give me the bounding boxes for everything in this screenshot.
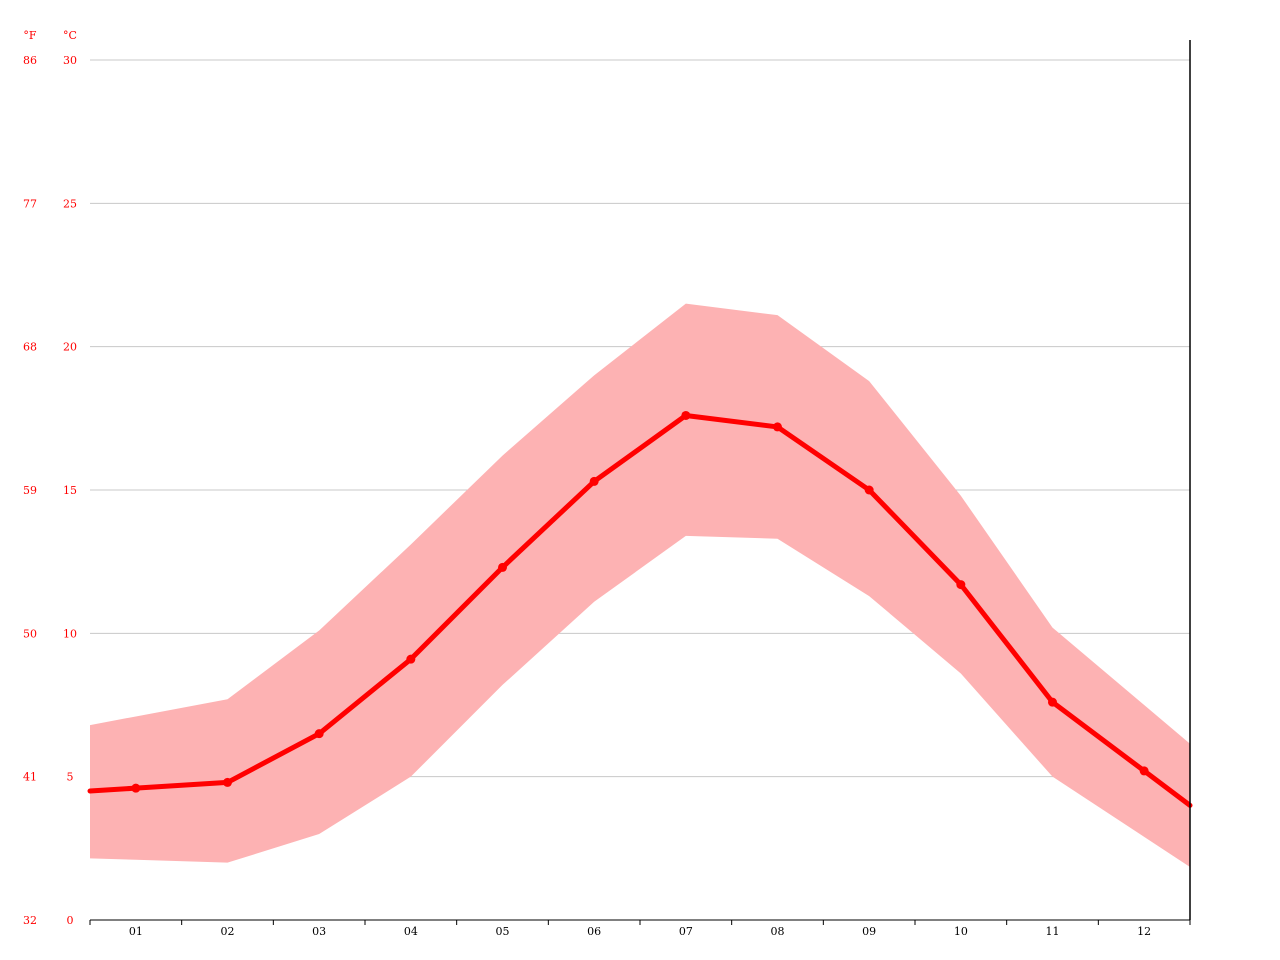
y-tick-label-fahrenheit: 50 — [23, 627, 37, 640]
x-tick-label: 08 — [771, 925, 785, 938]
y-tick-label-fahrenheit: 86 — [23, 54, 37, 67]
data-point — [314, 729, 324, 739]
data-point — [864, 485, 874, 495]
x-tick-label: 04 — [404, 925, 418, 938]
y-tick-label-fahrenheit: 32 — [23, 914, 37, 927]
y-tick-label-celsius: 25 — [63, 197, 77, 210]
data-point — [498, 562, 507, 572]
y-tick-label-celsius: 0 — [67, 914, 74, 927]
y-tick-label-fahrenheit: 41 — [23, 771, 37, 784]
x-tick-label: 05 — [496, 925, 510, 938]
x-tick-label: 03 — [312, 925, 326, 938]
data-point — [1139, 766, 1149, 776]
range-band-area — [90, 303, 1190, 867]
y-tick-label-fahrenheit: 77 — [23, 197, 37, 210]
x-tick-label: 01 — [129, 925, 143, 938]
temperature-line — [87, 410, 1193, 808]
x-tick-label: 02 — [221, 925, 235, 938]
data-point — [1048, 697, 1057, 707]
series-line — [87, 412, 1193, 808]
data-point — [956, 580, 966, 590]
y-tick-label-celsius: 15 — [63, 484, 77, 497]
data-point — [131, 783, 141, 793]
x-tick-label: 10 — [954, 925, 968, 938]
data-point — [406, 654, 416, 664]
y-tick-label-celsius: 30 — [63, 54, 77, 67]
x-tick-label: 07 — [679, 925, 693, 938]
data-point — [773, 422, 782, 432]
y-tick-label-fahrenheit: 59 — [23, 484, 37, 497]
x-tick-label: 11 — [1046, 925, 1060, 938]
y-tick-label-celsius: 20 — [63, 341, 77, 354]
data-point — [589, 476, 599, 486]
unit-label-fahrenheit: °F — [23, 29, 37, 42]
axes: °F °C 0 32 5 41 10 50 15 59 20 68 25 77 30 86 01 02 03 04… — [23, 29, 1191, 938]
unit-label-celsius: °C — [63, 29, 77, 42]
x-tick-label: 09 — [862, 925, 876, 938]
y-tick-label-celsius: 10 — [63, 627, 77, 640]
y-tick-label-fahrenheit: 68 — [23, 341, 37, 354]
temperature-range-band — [90, 303, 1190, 867]
data-point — [681, 410, 691, 420]
x-tick-label: 12 — [1137, 925, 1151, 938]
data-point — [223, 777, 232, 787]
x-tick-label: 06 — [587, 925, 601, 938]
y-tick-label-celsius: 5 — [67, 771, 74, 784]
